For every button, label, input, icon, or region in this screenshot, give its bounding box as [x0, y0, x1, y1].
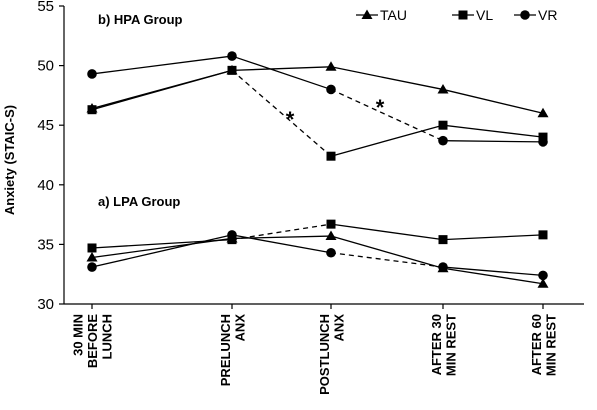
data-point-vl — [438, 235, 448, 245]
series-vl-segment — [442, 234, 544, 241]
data-point-vr — [538, 137, 548, 147]
x-tick-label-line: MIN REST — [543, 314, 558, 376]
series-vr-segment — [330, 252, 444, 268]
y-tick-label: 45 — [37, 117, 54, 134]
y-tick-label: 55 — [37, 0, 54, 15]
data-point-vr — [538, 270, 548, 281]
panel-hpa: b) HPA Group * * — [86, 12, 549, 161]
data-point-vl — [87, 105, 97, 115]
legend-label: VR — [538, 7, 557, 23]
x-tick-label: AFTER 60 MIN REST — [529, 314, 559, 376]
y-tick-label: 30 — [37, 296, 54, 313]
data-point-vr — [438, 262, 448, 272]
x-tick-label-line: AFTER 30 — [429, 314, 444, 375]
series-vr-segment — [231, 55, 332, 91]
series-vl-segment — [330, 124, 444, 157]
data-point-vl — [326, 219, 336, 229]
x-tick-label-line: MIN REST — [443, 314, 458, 376]
data-point-vr — [326, 84, 336, 95]
panel-lpa: a) LPA Group — [86, 194, 549, 288]
series-vr-segment — [330, 88, 444, 142]
series-vr-segment — [91, 55, 233, 75]
series-vr-segment — [442, 266, 544, 277]
x-axis: 30 MIN BEFORE LUNCH PRELUNCH ANX POSTLUNCH ANX… — [64, 303, 584, 395]
data-point-tau — [86, 252, 98, 262]
series-vl-segment — [231, 223, 332, 241]
series-tau — [86, 230, 549, 288]
significance-asterisk: * — [376, 95, 385, 120]
series-tau — [86, 61, 549, 118]
data-point-vl — [438, 120, 448, 130]
panel-label: b) HPA Group — [98, 12, 183, 27]
legend-item-tau: TAU — [356, 7, 407, 23]
data-point-tau — [437, 83, 449, 94]
legend-item-vl: VL — [452, 7, 493, 23]
x-tick-label-line: 30 MIN — [71, 314, 86, 356]
legend-marker — [361, 9, 373, 19]
series-vl-segment — [91, 238, 233, 249]
significance-asterisk: * — [286, 107, 295, 132]
series-vr — [87, 51, 548, 147]
x-tick-label-line: ANX — [331, 314, 346, 342]
x-tick-label-line: AFTER 60 — [529, 314, 544, 375]
series-tau-segment — [442, 88, 544, 114]
y-tick-label: 50 — [37, 58, 54, 75]
data-point-tau — [537, 278, 549, 288]
series-vr — [87, 230, 548, 281]
legend-marker — [458, 10, 468, 20]
data-point-vl — [227, 65, 237, 75]
x-tick-label-line: ANX — [232, 314, 247, 342]
y-axis-label: Anxiety (STAIC-S) — [2, 105, 17, 215]
series-vl-segment — [442, 124, 544, 138]
data-point-vr — [438, 135, 448, 146]
series-vl — [87, 65, 548, 161]
data-point-vl — [87, 243, 97, 253]
x-tick-label-line: POSTLUNCH — [317, 314, 332, 395]
y-axis: 30 35 40 45 50 55 — [37, 0, 65, 313]
data-point-vr — [87, 69, 97, 79]
series-tau-segment — [330, 235, 444, 269]
data-point-vr — [227, 51, 237, 61]
legend-item-vr: VR — [514, 7, 557, 23]
y-tick-label: 35 — [37, 236, 54, 253]
panel-label: a) LPA Group — [98, 194, 180, 209]
series-vl-segment — [91, 69, 233, 111]
legend-marker — [520, 10, 530, 20]
legend: TAU VL VR — [356, 7, 557, 23]
series-vl-segment — [330, 223, 444, 241]
data-point-vl — [326, 151, 336, 161]
data-point-vr — [326, 247, 336, 258]
series-tau-segment — [442, 267, 544, 285]
x-tick-label: 30 MIN BEFORE LUNCH — [71, 314, 115, 369]
series-vr-segment — [442, 140, 544, 143]
data-point-vr — [227, 230, 237, 240]
series-vr-segment — [91, 234, 233, 268]
data-point-tau — [325, 61, 337, 71]
legend-label: VL — [476, 7, 493, 23]
data-point-tau — [537, 107, 549, 118]
x-tick-label-line: LUNCH — [100, 314, 115, 360]
data-point-vr — [87, 262, 97, 272]
series-vl-segment — [231, 69, 332, 157]
x-tick-label-line: BEFORE — [85, 314, 100, 369]
x-tick-label-line: PRELUNCH — [218, 314, 233, 386]
series-tau-segment — [231, 66, 332, 72]
data-point-vl — [538, 230, 548, 240]
data-point-tau — [325, 230, 337, 241]
legend-label: TAU — [380, 7, 407, 23]
series-tau-segment — [330, 66, 444, 91]
x-tick-label: POSTLUNCH ANX — [317, 314, 347, 395]
x-tick-label: AFTER 30 MIN REST — [429, 314, 459, 376]
series-vr-segment — [231, 234, 332, 254]
y-tick-label: 40 — [37, 177, 54, 194]
x-tick-label: PRELUNCH ANX — [218, 314, 248, 387]
